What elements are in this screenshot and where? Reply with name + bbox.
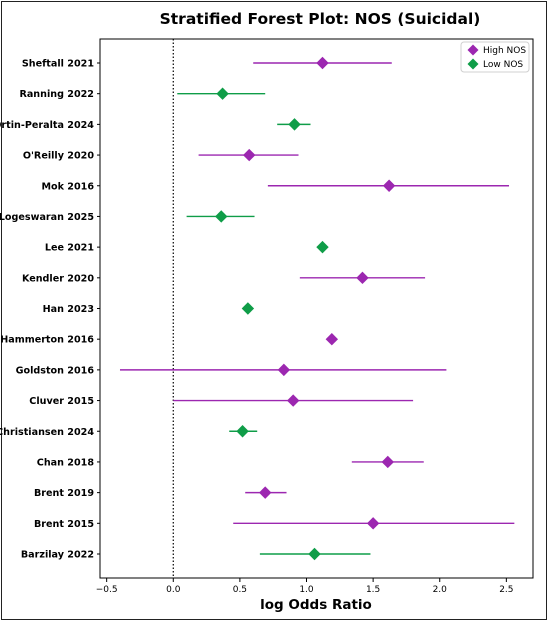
estimate-marker-goldston-2016 [277,363,291,377]
estimate-marker-brent-2019 [259,486,272,499]
estimate-marker-brent-2015 [366,517,380,530]
estimate-marker-kendler-2020 [356,271,369,285]
estimate-marker-ranning-2022 [216,87,229,100]
study-label-kendler-2020: Kendler 2020 [22,273,94,284]
study-label-goldston-2016: Goldston 2016 [16,365,95,376]
study-label-ortin-peralta-2024: Ortin-Peralta 2024 [0,120,94,131]
legend-marker-low-nos [467,58,479,70]
study-label-brent-2019: Brent 2019 [34,488,94,499]
study-label-chan-2018: Chan 2018 [37,457,95,468]
study-label-cluver-2015: Cluver 2015 [29,396,94,407]
study-label-mok-2016: Mok 2016 [41,181,94,192]
x-tick-label: 2.5 [499,585,513,595]
x-tick-label: 1.5 [366,585,380,595]
forest-marks [119,56,515,561]
x-axis: −0.5 0.0 0.5 1.0 1.5 2.0 2.5 [96,578,514,595]
x-axis-label: log Odds Ratio [260,597,372,613]
x-tick-label: 0.0 [166,585,181,595]
study-label-ranning-2022: Ranning 2022 [19,89,94,100]
estimate-marker-sheftall-2021 [316,56,329,70]
x-tick-label: 0.5 [233,585,247,595]
study-label-hammerton-2016: Hammerton 2016 [0,335,94,346]
estimate-marker-han-2023 [241,302,255,315]
study-label-christiansen-2024: Christiansen 2024 [0,427,94,438]
x-tick-label: 2.0 [433,585,448,595]
study-labels: Sheftall 2021 Ranning 2022 Ortin-Peralta 2… [0,59,100,561]
estimate-marker-logeswaran-2025 [215,210,228,223]
x-tick-label: 1.0 [299,585,314,595]
study-label-han-2023: Han 2023 [43,304,94,315]
study-label-barzilay-2022: Barzilay 2022 [21,550,94,561]
legend: High NOS Low NOS [460,41,530,73]
estimate-marker-barzilay-2022 [308,547,321,561]
legend-label-high-nos: High NOS [483,46,526,56]
estimate-marker-ortin-peralta-2024 [288,118,301,131]
study-label-brent-2015: Brent 2015 [34,519,94,530]
study-label-sheftall-2021: Sheftall 2021 [22,59,94,70]
estimate-marker-o-reilly-2020 [243,148,256,162]
chart-title: Stratified Forest Plot: NOS (Suicidal) [160,10,481,28]
plot-area [99,38,534,579]
estimate-marker-christiansen-2024 [236,425,249,438]
study-label-logeswaran-2025: Logeswaran 2025 [0,212,94,223]
study-label-lee-2021: Lee 2021 [45,243,94,254]
estimate-marker-mok-2016 [382,179,396,192]
x-tick-label: −0.5 [96,585,118,595]
estimate-marker-chan-2018 [381,455,394,469]
study-label-o-reilly-2020: O'Reilly 2020 [23,151,94,162]
estimate-marker-cluver-2015 [286,394,300,407]
estimate-marker-lee-2021 [316,240,329,254]
legend-label-low-nos: Low NOS [483,60,523,70]
legend-marker-high-nos [467,44,479,56]
estimate-marker-hammerton-2016 [325,332,339,346]
